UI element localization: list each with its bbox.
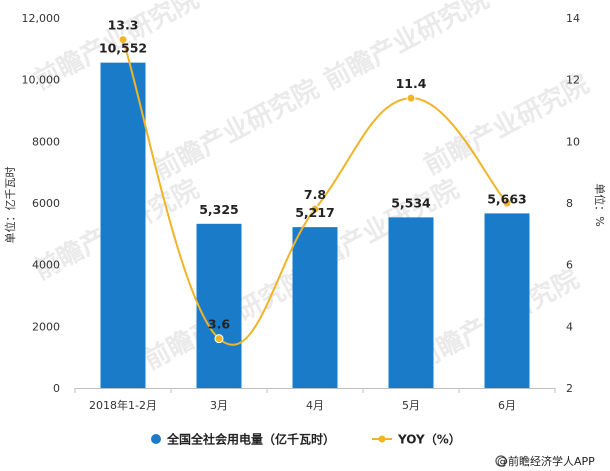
yoy-data-label: 11.4: [396, 76, 427, 91]
legend: 全国全社会用电量（亿千瓦时） YOY（%）: [151, 432, 461, 447]
y-axis-right: 2 4 6 8 10 12 14: [566, 12, 580, 395]
yoy-point: [118, 35, 128, 45]
line-series: [118, 35, 512, 346]
line-data-labels: 13.3 3.6 7.8 11.4: [108, 18, 427, 332]
bar-data-label: 10,552: [99, 41, 147, 56]
y-tick-label: 0: [53, 382, 60, 395]
y2-tick-label: 12: [566, 74, 580, 87]
legend-line-dot: [378, 435, 386, 443]
bar: [388, 217, 434, 388]
y-tick-label: 6000: [32, 197, 60, 210]
bar: [292, 227, 338, 388]
bar-series: [100, 62, 530, 388]
y-axis-left: 0 2000 4000 6000 8000 10,000 12,000: [22, 12, 61, 395]
yoy-point: [502, 198, 512, 208]
x-tick-label: 3月: [210, 399, 228, 412]
y2-tick-label: 8: [566, 197, 573, 210]
x-tick-label: 4月: [306, 399, 324, 412]
footer: @前瞻经济学人APP: [495, 454, 595, 468]
y-tick-label: 8000: [32, 135, 60, 148]
x-tick-label: 2018年1-2月: [89, 398, 157, 412]
yoy-point: [310, 204, 320, 214]
footer-source: @前瞻经济学人APP: [497, 454, 595, 468]
y2-tick-label: 4: [566, 320, 573, 333]
y-tick-label: 12,000: [22, 12, 61, 25]
bar: [196, 223, 242, 388]
yoy-data-label: 3.6: [208, 317, 230, 332]
y-tick-label: 2000: [32, 320, 60, 333]
y2-tick-label: 10: [566, 135, 580, 148]
yoy-point: [406, 93, 416, 103]
bar-data-label: 5,534: [391, 195, 431, 210]
bar-data-label: 5,325: [199, 202, 239, 217]
legend-bar-label: 全国全社会用电量（亿千瓦时）: [166, 432, 335, 447]
yoy-data-label: 13.3: [108, 18, 139, 33]
y-tick-label: 10,000: [22, 74, 61, 87]
bar-data-labels: 10,552 5,325 5,217 5,534 5,663: [99, 41, 527, 220]
y2-axis-title: 单位：%: [593, 183, 607, 226]
x-tick-label: 5月: [402, 399, 420, 412]
bar-data-label: 5,663: [487, 191, 527, 206]
watermark-text: 前瞻产业研究院: [149, 73, 324, 186]
x-axis: 2018年1-2月 3月 4月 5月 6月: [74, 388, 556, 412]
y2-tick-label: 2: [566, 382, 573, 395]
legend-line-label: YOY（%）: [397, 432, 461, 447]
legend-bar-marker: [151, 434, 161, 444]
y-axis-title: 单位：亿千瓦时: [3, 167, 17, 244]
bar-data-label: 5,217: [295, 205, 335, 220]
bar: [100, 62, 146, 388]
footer-logo-icon: [495, 455, 507, 467]
yoy-data-label: 7.8: [304, 187, 326, 202]
x-tick-label: 6月: [498, 399, 516, 412]
y-tick-label: 4000: [32, 259, 60, 272]
yoy-line: [122, 39, 508, 346]
y2-tick-label: 6: [566, 259, 573, 272]
bar: [484, 213, 530, 388]
yoy-point: [214, 334, 224, 344]
y2-tick-label: 14: [566, 12, 580, 25]
